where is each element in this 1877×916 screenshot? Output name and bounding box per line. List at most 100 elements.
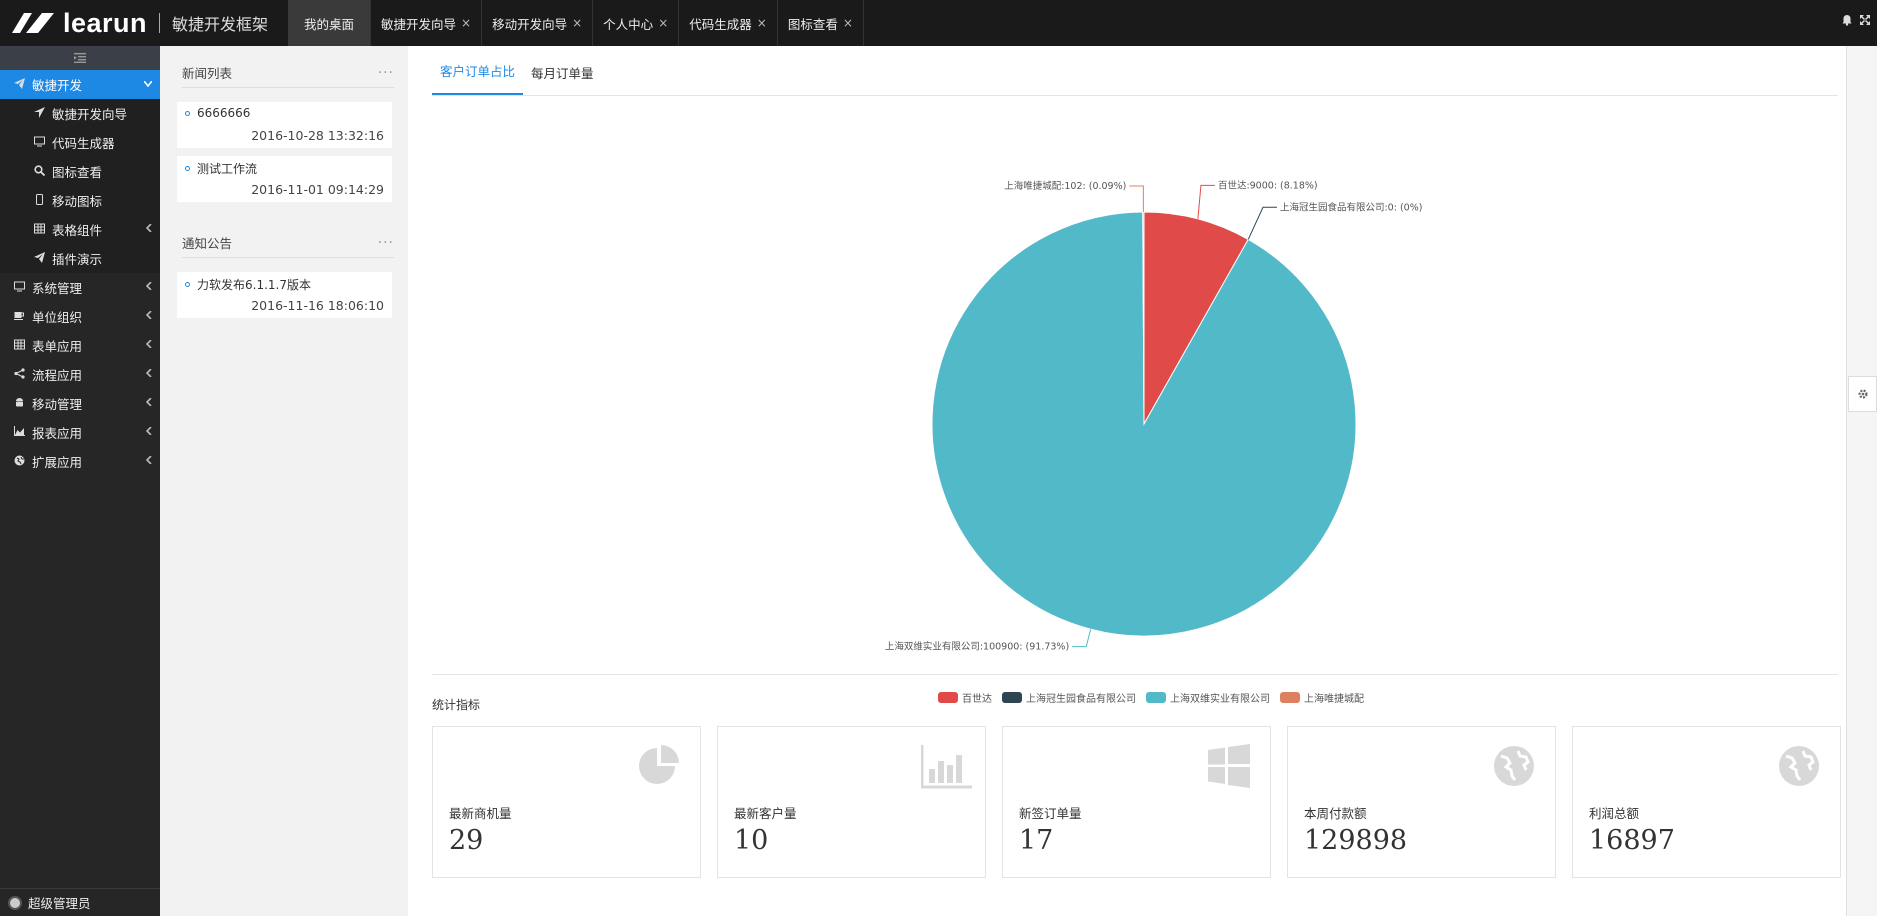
right-strip — [1846, 46, 1877, 916]
stat-card-label: 最新客户量 — [734, 806, 797, 821]
chart-tab-1[interactable]: 每月订单量 — [531, 66, 594, 81]
pie-slice[interactable] — [931, 211, 1357, 637]
sidebar-item-label: 敏捷开发 — [32, 78, 83, 93]
sidebar-item-0[interactable]: 敏捷开发 — [0, 70, 160, 99]
legend-swatch — [938, 692, 958, 703]
sidebar-item-7[interactable]: 系统管理 — [0, 273, 160, 302]
news-panel-header: 新闻列表 ··· — [182, 58, 394, 88]
tab-5[interactable]: 图标查看 × — [778, 0, 864, 46]
sidebar-item-3[interactable]: 图标查看 — [0, 157, 160, 186]
list-item-text: 力软发布6.1.1.7版本 — [197, 278, 311, 292]
stat-card-value: 29 — [449, 825, 484, 856]
list-item-date: 2016-11-01 09:14:29 — [251, 182, 384, 197]
list-item[interactable]: 6666666 2016-10-28 13:32:16 — [177, 102, 392, 148]
brand-subtitle: 敏捷开发框架 — [172, 15, 269, 34]
chevron-left-icon — [145, 368, 152, 380]
current-user[interactable]: 超级管理员 — [0, 888, 160, 916]
sidebar-item-label: 插件演示 — [52, 252, 103, 267]
main-content: 客户订单占比 每月订单量 百世达:9000: (8.18%) 上海冠生园食品有限公司… — [408, 46, 1846, 916]
stat-card-value: 129898 — [1304, 825, 1408, 856]
legend-item[interactable]: 上海冠生园食品有限公司 — [1002, 690, 1136, 705]
avatar — [8, 895, 22, 910]
sidebar-item-label: 流程应用 — [32, 368, 83, 383]
notice-list: 力软发布6.1.1.7版本 2016-11-16 18:06:10 — [160, 272, 408, 318]
close-icon[interactable]: × — [842, 16, 853, 30]
brand-name: learun — [63, 7, 148, 38]
tab-3[interactable]: 个人中心 × — [593, 0, 680, 46]
close-icon[interactable]: × — [572, 16, 583, 30]
sidebar-menu: 敏捷开发敏捷开发向导 代码生成器图标查看移动图标表格组件插件演示系统管理单位组织表… — [0, 70, 160, 476]
stat-card-value: 17 — [1019, 825, 1054, 856]
sidebar-item-label: 移动图标 — [52, 194, 103, 209]
top-bar: learun 敏捷开发框架 我的桌面 敏捷开发向导 × 移动开发向导 × 个人中心 × 代码生… — [0, 0, 1877, 46]
chart-tab-0[interactable]: 客户订单占比 — [432, 61, 524, 95]
gear-icon[interactable] — [1848, 376, 1877, 412]
stats-title: 统计指标 — [432, 698, 481, 712]
tab-4[interactable]: 代码生成器 × — [679, 0, 778, 46]
sidebar-item-1[interactable]: 敏捷开发向导 — [0, 99, 160, 128]
close-icon[interactable]: × — [658, 16, 669, 30]
legend-label: 上海冠生园食品有限公司 — [1026, 694, 1136, 705]
list-item-text: 6666666 — [197, 106, 251, 120]
fullscreen-icon[interactable] — [1859, 14, 1871, 30]
sidebar-item-10[interactable]: 流程应用 — [0, 360, 160, 389]
stat-card-value: 16897 — [1589, 825, 1675, 856]
search-icon — [32, 164, 46, 179]
sidebar-item-9[interactable]: 表单应用 — [0, 331, 160, 360]
legend-item[interactable]: 上海唯捷城配 — [1280, 690, 1364, 705]
chart-legend: 百世达 上海冠生园食品有限公司 上海双维实业有限公司 上海唯捷城配 — [938, 690, 1364, 705]
bell-icon[interactable] — [1841, 14, 1853, 30]
stat-card-label: 本周付款额 — [1304, 806, 1367, 821]
table-icon — [32, 223, 46, 237]
bar-chart-icon — [920, 743, 972, 789]
stat-cards: 最新商机量 29 最新客户量 10 新签订单量 17 本周付款额 129898 利润总额 1689… — [432, 726, 1841, 878]
sidebar-item-6[interactable]: 插件演示 — [0, 244, 160, 273]
more-icon[interactable]: ··· — [377, 64, 394, 81]
sidebar-item-11[interactable]: 移动管理 — [0, 389, 160, 418]
chevron-down-icon — [143, 79, 153, 90]
coffee-icon — [12, 310, 26, 324]
chevron-left-icon — [145, 281, 152, 293]
sidebar-toggle[interactable] — [0, 46, 160, 70]
list-item[interactable]: 力软发布6.1.1.7版本 2016-11-16 18:06:10 — [177, 272, 392, 318]
more-icon[interactable]: ··· — [377, 234, 394, 251]
globe-icon — [1776, 743, 1822, 789]
bullet-icon — [185, 110, 190, 116]
mobile-icon — [32, 193, 46, 208]
sidebar-item-label: 图标查看 — [52, 165, 103, 180]
stat-card-label: 利润总额 — [1589, 806, 1640, 821]
tab-1[interactable]: 敏捷开发向导 × — [371, 0, 483, 46]
close-icon[interactable]: × — [756, 16, 767, 30]
news-list: 6666666 2016-10-28 13:32:16 测试工作流 2016-11-0… — [160, 102, 408, 202]
paper-plane-icon — [12, 77, 26, 92]
sidebar-item-2[interactable]: 代码生成器 — [0, 128, 160, 157]
pie-slice[interactable] — [1143, 211, 1249, 426]
tab-0[interactable]: 我的桌面 — [288, 0, 372, 46]
pie-chart: 百世达:9000: (8.18%) 上海冠生园食品有限公司:0: (0%) 上海双维… — [408, 96, 1846, 726]
chevron-left-icon — [145, 426, 152, 438]
tab-label: 代码生成器 — [689, 16, 752, 32]
stat-card: 利润总额 16897 — [1572, 726, 1841, 878]
sidebar-item-12[interactable]: 报表应用 — [0, 418, 160, 447]
desktop-icon — [32, 136, 46, 150]
pie-data-label: 上海冠生园食品有限公司:0: (0%) — [1280, 201, 1422, 213]
sidebar-item-5[interactable]: 表格组件 — [0, 215, 160, 244]
menu-toggle-icon — [74, 53, 86, 63]
sidebar-item-label: 单位组织 — [32, 310, 83, 325]
news-panel-title: 新闻列表 — [182, 66, 233, 81]
tab-2[interactable]: 移动开发向导 × — [482, 0, 594, 46]
legend-item[interactable]: 上海双维实业有限公司 — [1146, 690, 1270, 705]
pie-slice[interactable] — [1142, 211, 1145, 425]
pie-data-label: 上海双维实业有限公司:100900: (91.73%) — [885, 641, 1069, 653]
sidebar-item-4[interactable]: 移动图标 — [0, 186, 160, 215]
sidebar: 敏捷开发敏捷开发向导 代码生成器图标查看移动图标表格组件插件演示系统管理单位组织表… — [0, 46, 160, 916]
stat-card-value: 10 — [734, 825, 769, 856]
close-icon[interactable]: × — [461, 16, 472, 30]
tab-label: 我的桌面 — [304, 16, 355, 32]
sidebar-item-13[interactable]: 扩展应用 — [0, 447, 160, 476]
location-arrow-icon — [32, 106, 46, 121]
legend-item[interactable]: 百世达 — [938, 690, 992, 705]
list-item[interactable]: 测试工作流 2016-11-01 09:14:29 — [177, 156, 392, 202]
sidebar-item-8[interactable]: 单位组织 — [0, 302, 160, 331]
sidebar-item-label: 系统管理 — [32, 281, 83, 296]
